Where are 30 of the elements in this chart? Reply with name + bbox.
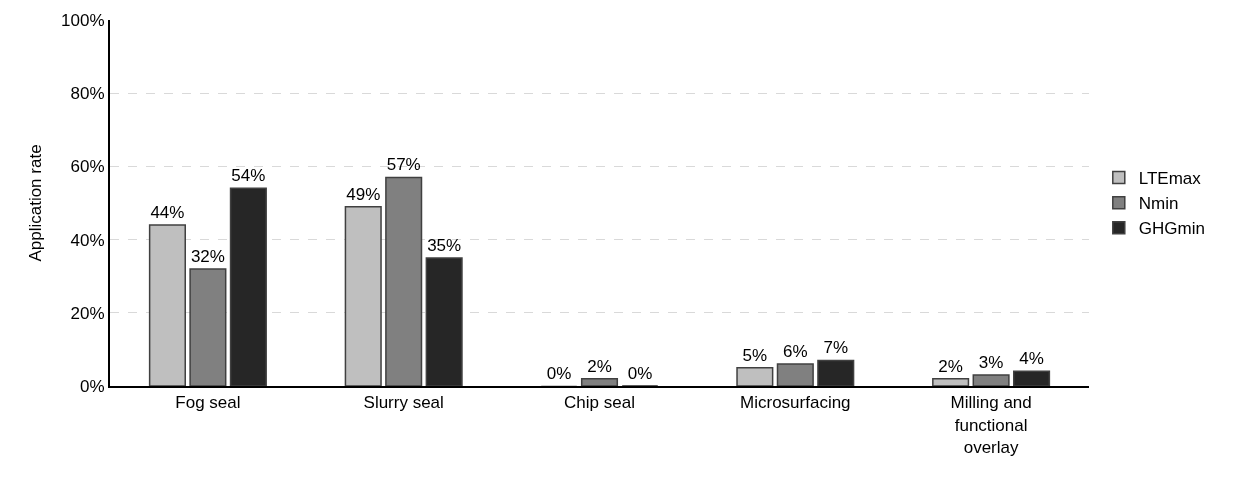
data-label: 7% [823, 338, 849, 358]
x-tick-label: Chip seal [564, 393, 635, 413]
data-label: 44% [150, 202, 185, 222]
legend-label: GHGmin [1138, 219, 1205, 239]
x-tick-label: Milling and functional overlay [950, 393, 1032, 457]
data-label: 2% [587, 356, 612, 376]
data-label: 6% [783, 342, 808, 362]
legend-label: LTEmax [1138, 169, 1202, 189]
x-tick-label: Fog seal [175, 393, 241, 413]
data-label: 0% [627, 364, 653, 383]
y-tick-label: 60% [70, 157, 105, 177]
y-tick-label: 0% [80, 376, 105, 396]
y-tick-label: 20% [70, 303, 105, 323]
data-label: 3% [978, 353, 1004, 373]
data-label: 35% [427, 235, 462, 255]
x-tick-label: Slurry seal [363, 393, 444, 413]
legend-label: Nmin [1138, 194, 1179, 214]
y-tick-label: 100% [61, 10, 105, 30]
y-tick-label: 80% [70, 84, 105, 104]
data-label: 57% [386, 155, 421, 175]
data-label: 0% [546, 364, 572, 383]
y-tick-label: 40% [70, 230, 105, 250]
data-label: 32% [190, 246, 225, 266]
data-label: 5% [742, 345, 768, 365]
data-label: 4% [1019, 349, 1044, 369]
data-label: 49% [346, 184, 381, 204]
data-label: 54% [231, 166, 266, 186]
y-axis-title: Application rate [26, 144, 46, 262]
x-tick-label: Microsurfacing [740, 393, 851, 413]
data-label: 2% [938, 356, 963, 376]
